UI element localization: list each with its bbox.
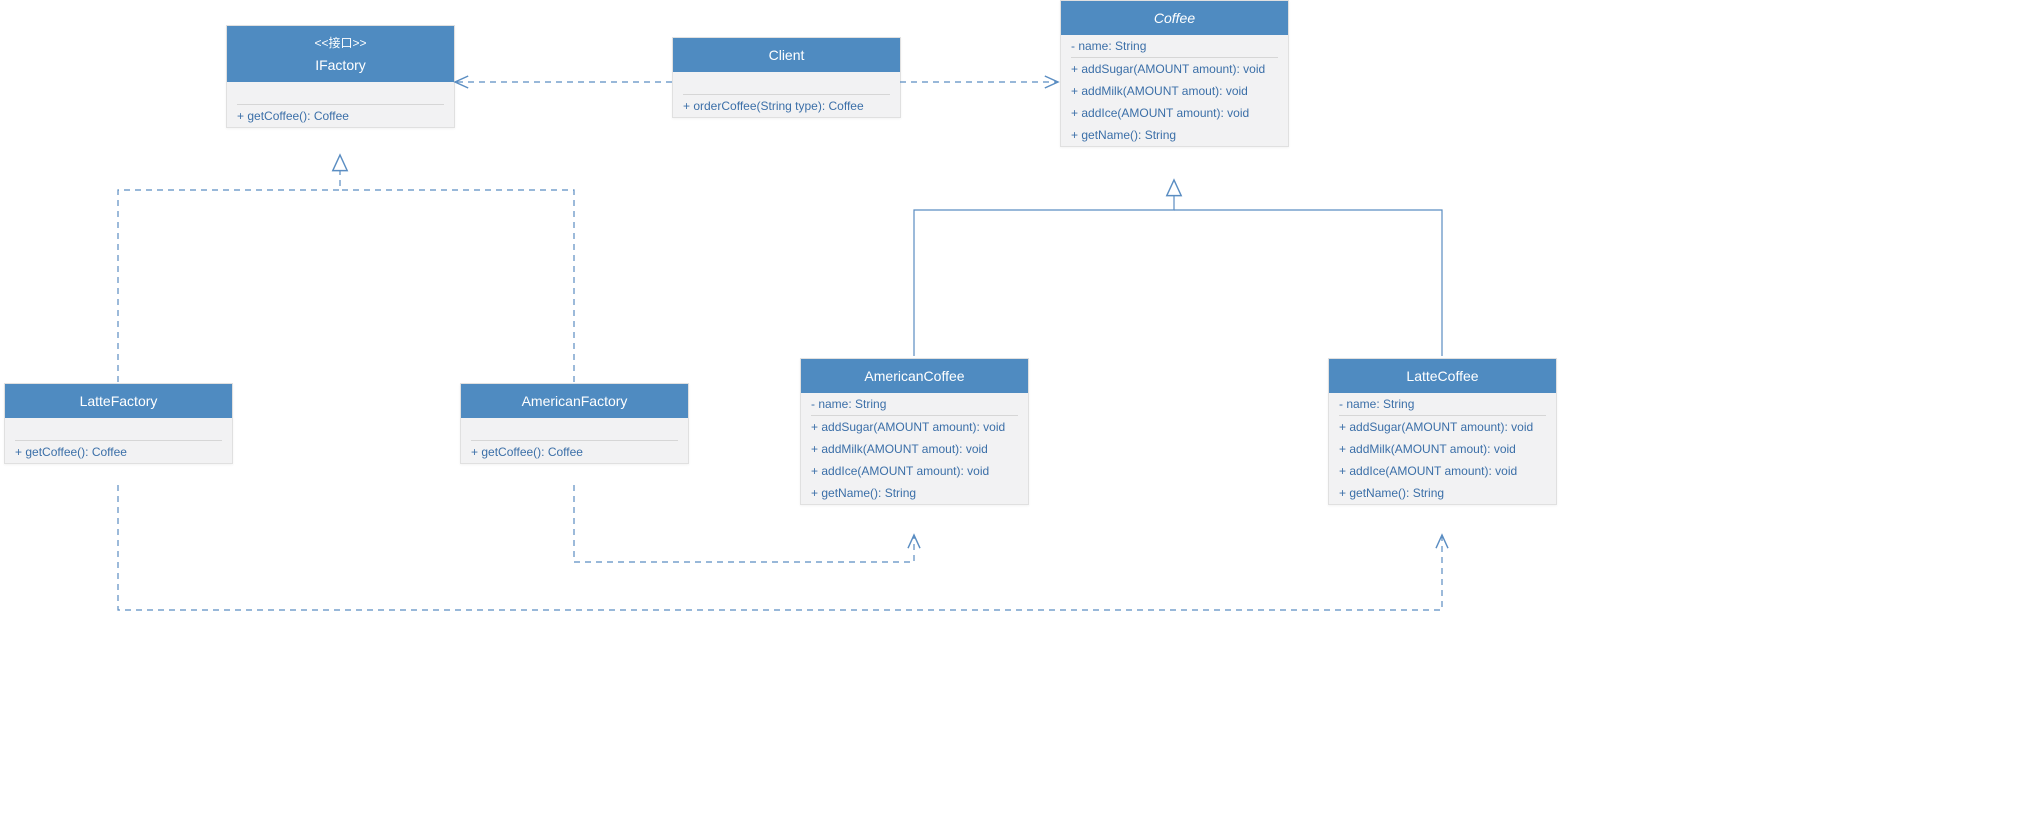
attributes-section — [227, 82, 454, 105]
method: + getCoffee(): Coffee — [461, 441, 688, 463]
methods-section: + getCoffee(): Coffee — [461, 441, 688, 463]
class-title: Coffee — [1071, 7, 1278, 29]
method: + getName(): String — [1329, 482, 1556, 504]
edge-latte_coffee_to_coffee — [1174, 210, 1442, 356]
methods-section: + getCoffee(): Coffee — [227, 105, 454, 127]
edge-american_coffee_to_coffee — [914, 180, 1174, 356]
class-header: AmericanCoffee — [801, 359, 1028, 393]
class-header: <<接口>> IFactory — [227, 26, 454, 82]
class-title: AmericanFactory — [471, 390, 678, 412]
method: + addSugar(AMOUNT amount): void — [801, 416, 1028, 438]
class-header: Coffee — [1061, 1, 1288, 35]
class-title: LatteFactory — [15, 390, 222, 412]
method: + getCoffee(): Coffee — [5, 441, 232, 463]
methods-section: + addSugar(AMOUNT amount): void + addMil… — [1061, 58, 1288, 146]
stereotype: <<接口>> — [237, 32, 444, 54]
methods-section: + orderCoffee(String type): Coffee — [673, 95, 900, 117]
edge-american_factory_to_ifactory — [340, 190, 574, 382]
class-title: IFactory — [237, 54, 444, 76]
attributes-section: - name: String — [1329, 393, 1556, 416]
class-client: Client + orderCoffee(String type): Coffe… — [672, 37, 901, 118]
class-header: Client — [673, 38, 900, 72]
attributes-section: - name: String — [1061, 35, 1288, 58]
class-header: AmericanFactory — [461, 384, 688, 418]
class-header: LatteFactory — [5, 384, 232, 418]
class-american-coffee: AmericanCoffee - name: String + addSugar… — [800, 358, 1029, 505]
attributes-section — [673, 72, 900, 95]
method: + addIce(AMOUNT amount): void — [1329, 460, 1556, 482]
method: + addMilk(AMOUNT amout): void — [1329, 438, 1556, 460]
class-american-factory: AmericanFactory + getCoffee(): Coffee — [460, 383, 689, 464]
methods-section: + getCoffee(): Coffee — [5, 441, 232, 463]
method: + getName(): String — [1061, 124, 1288, 146]
class-ifactory: <<接口>> IFactory + getCoffee(): Coffee — [226, 25, 455, 128]
class-coffee: Coffee - name: String + addSugar(AMOUNT … — [1060, 0, 1289, 147]
class-title: AmericanCoffee — [811, 365, 1018, 387]
method: + addIce(AMOUNT amount): void — [801, 460, 1028, 482]
class-title: Client — [683, 44, 890, 66]
methods-section: + addSugar(AMOUNT amount): void + addMil… — [1329, 416, 1556, 504]
class-title: LatteCoffee — [1339, 365, 1546, 387]
attribute: - name: String — [801, 393, 1028, 415]
method: + addIce(AMOUNT amount): void — [1061, 102, 1288, 124]
edge-latte_factory_to_latte_coffee — [118, 485, 1442, 610]
method: + getName(): String — [801, 482, 1028, 504]
method: + addSugar(AMOUNT amount): void — [1329, 416, 1556, 438]
attributes-section — [461, 418, 688, 441]
edge-latte_factory_to_ifactory — [118, 155, 340, 382]
attribute: - name: String — [1329, 393, 1556, 415]
methods-section: + addSugar(AMOUNT amount): void + addMil… — [801, 416, 1028, 504]
attribute: - name: String — [1061, 35, 1288, 57]
class-header: LatteCoffee — [1329, 359, 1556, 393]
method: + addSugar(AMOUNT amount): void — [1061, 58, 1288, 80]
attributes-section — [5, 418, 232, 441]
class-latte-factory: LatteFactory + getCoffee(): Coffee — [4, 383, 233, 464]
method: + getCoffee(): Coffee — [227, 105, 454, 127]
class-latte-coffee: LatteCoffee - name: String + addSugar(AM… — [1328, 358, 1557, 505]
method: + addMilk(AMOUNT amout): void — [801, 438, 1028, 460]
method: + orderCoffee(String type): Coffee — [673, 95, 900, 117]
attributes-section: - name: String — [801, 393, 1028, 416]
method: + addMilk(AMOUNT amout): void — [1061, 80, 1288, 102]
